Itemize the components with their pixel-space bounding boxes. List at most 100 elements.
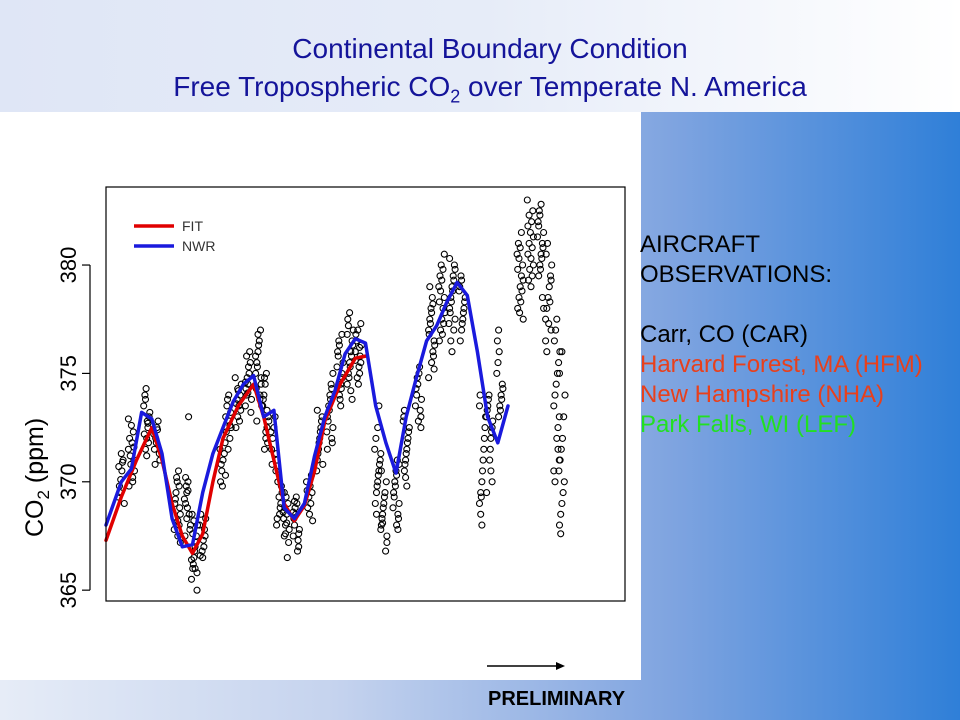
observation-point — [498, 395, 506, 403]
observation-point — [557, 530, 565, 538]
observation-point — [416, 406, 424, 414]
observation-point — [534, 218, 542, 226]
observation-point — [146, 408, 154, 416]
observation-point — [255, 341, 263, 349]
y-axis-label: CO2 (ppm) — [21, 418, 53, 537]
observation-point — [184, 486, 192, 495]
observation-point — [394, 515, 403, 523]
observation-point — [254, 330, 262, 338]
observation-point — [224, 445, 232, 453]
observation-point — [353, 374, 361, 382]
observation-point — [438, 276, 446, 284]
observation-point — [450, 261, 458, 269]
observation-point — [550, 467, 558, 475]
observation-point — [389, 504, 397, 512]
series-line-nwr — [104, 280, 510, 549]
observation-point — [437, 261, 445, 269]
observation-point — [375, 460, 384, 468]
observation-point — [519, 276, 527, 284]
observation-point — [446, 254, 454, 263]
observation-point — [536, 261, 544, 269]
observation-point — [293, 547, 302, 555]
y-tick-label: 370 — [56, 463, 81, 500]
observation-point — [547, 276, 555, 284]
observation-point — [551, 478, 559, 486]
observation-point — [525, 211, 533, 219]
observation-point — [546, 272, 555, 280]
observation-point — [283, 519, 291, 527]
observation-point — [127, 421, 135, 429]
observation-point — [417, 395, 426, 403]
observation-point — [437, 287, 445, 295]
observation-point — [495, 413, 503, 421]
observation-point — [292, 493, 300, 501]
observation-point — [295, 543, 303, 551]
observation-point — [425, 326, 433, 334]
observation-point — [435, 298, 443, 306]
observation-point — [372, 434, 380, 442]
observation-point — [117, 450, 125, 458]
plot-frame — [105, 186, 626, 602]
observation-point — [403, 439, 411, 447]
observation-point — [555, 359, 563, 367]
observation-point — [535, 222, 543, 230]
observation-point — [498, 380, 506, 388]
observation-point — [182, 499, 190, 508]
observation-point — [561, 391, 569, 399]
observation-point — [559, 489, 567, 497]
observations-legend: AIRCRAFT OBSERVATIONS: Carr, CO (CAR) Har… — [640, 230, 960, 440]
observation-point — [477, 493, 485, 501]
chart-legend: FIT NWR — [134, 218, 215, 254]
observation-point — [244, 363, 253, 371]
observation-point — [543, 239, 552, 247]
legend-label: FIT — [182, 218, 203, 234]
observation-point — [371, 445, 379, 453]
observation-point — [429, 300, 437, 308]
observation-point — [438, 330, 446, 338]
observation-point — [483, 489, 491, 497]
observation-point — [402, 473, 410, 482]
observation-point — [411, 402, 419, 410]
observation-point — [374, 478, 382, 486]
observation-point — [449, 272, 457, 280]
observation-point — [188, 510, 196, 518]
observation-point — [394, 510, 402, 518]
observation-point — [446, 309, 454, 317]
observation-point — [173, 478, 181, 486]
observation-point — [377, 467, 385, 475]
observation-point — [558, 434, 567, 442]
observation-point — [347, 387, 355, 395]
observation-point — [451, 315, 459, 323]
observation-point — [334, 352, 342, 360]
observation-point — [539, 244, 547, 252]
observation-point — [542, 250, 550, 258]
observation-point — [555, 467, 563, 475]
observation-point — [191, 564, 199, 573]
observation-point — [550, 337, 558, 345]
observation-point — [447, 337, 455, 345]
observation-point — [129, 428, 137, 436]
observation-point — [555, 521, 564, 529]
observation-point — [401, 460, 409, 468]
observation-point — [524, 250, 532, 258]
observation-point — [180, 495, 188, 503]
observation-point — [403, 482, 411, 490]
observation-point — [426, 315, 434, 323]
observation-point — [327, 380, 335, 388]
observation-point — [247, 408, 255, 416]
observation-point — [252, 369, 260, 377]
observation-point — [540, 304, 548, 312]
observation-point — [529, 233, 537, 241]
observation-point — [189, 564, 197, 573]
title-band — [0, 0, 960, 112]
observation-point — [486, 456, 494, 464]
observation-point — [343, 380, 351, 388]
observation-point — [429, 348, 437, 356]
observation-point — [538, 239, 546, 247]
observation-point — [497, 391, 505, 399]
observation-point — [140, 402, 148, 410]
observation-point — [548, 261, 556, 269]
observation-point — [390, 489, 398, 497]
observation-point — [375, 467, 383, 475]
observation-point — [309, 517, 317, 525]
